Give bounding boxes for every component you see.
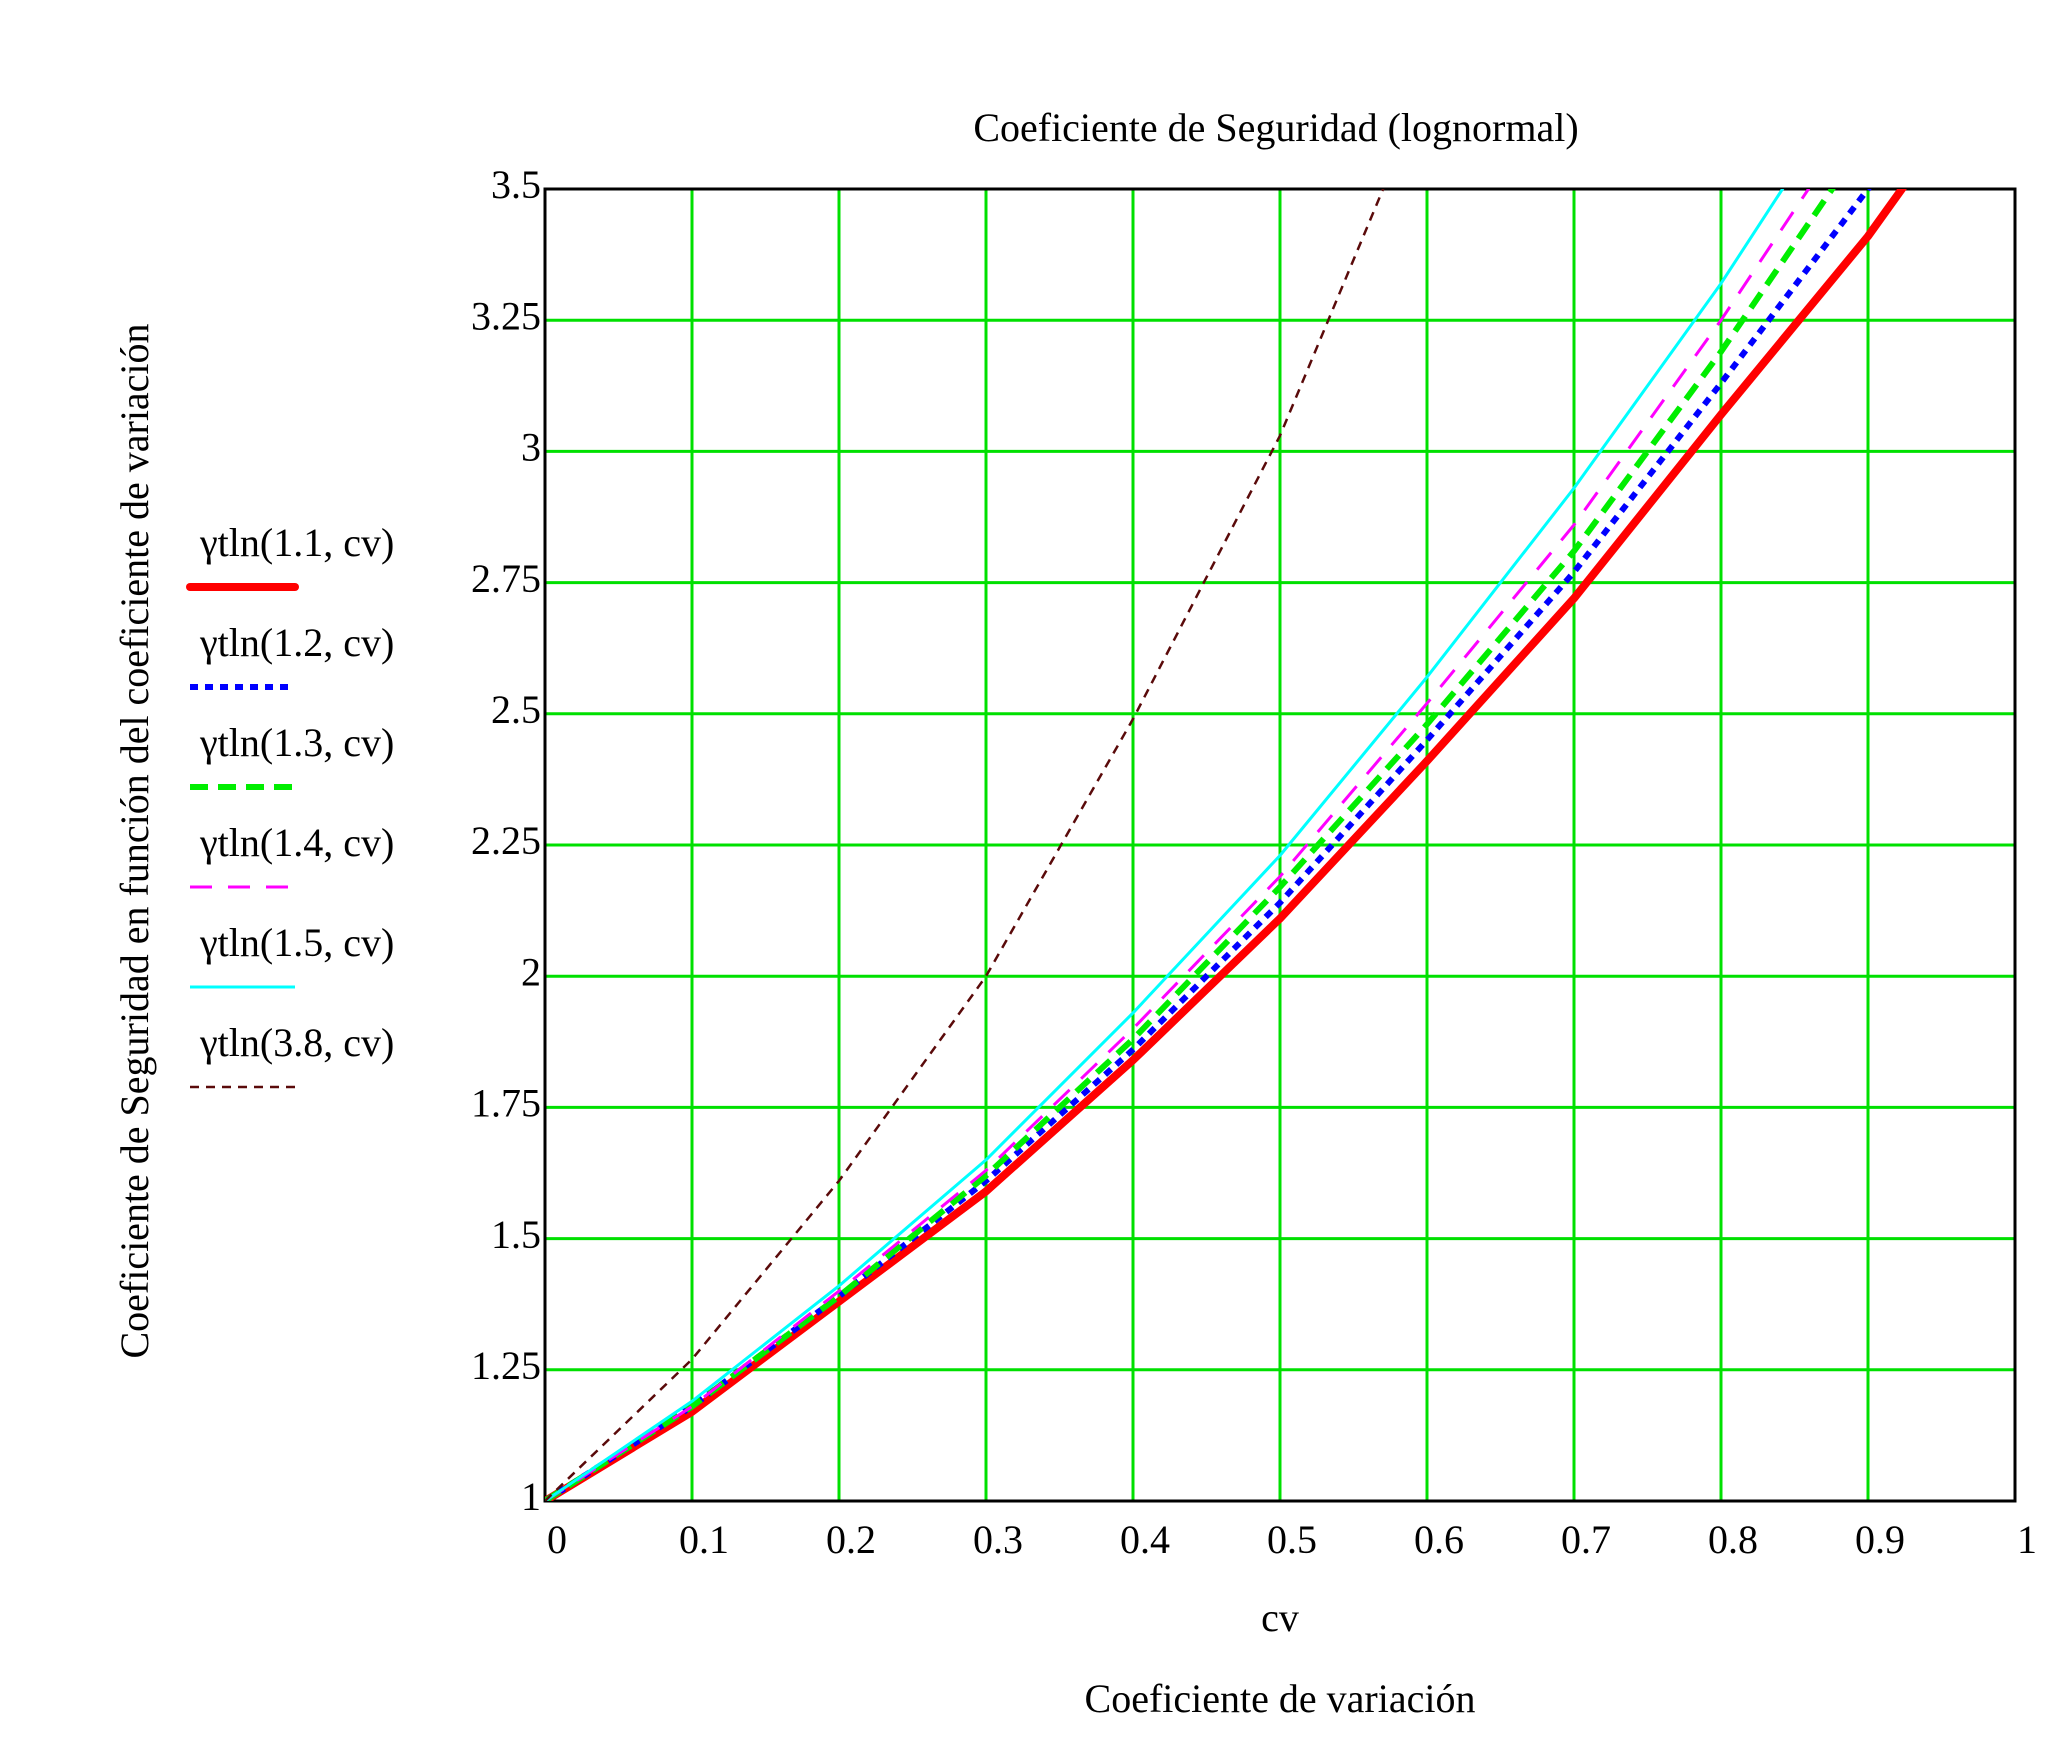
y-tick-label: 1.75 (471, 1081, 541, 1126)
y-tick-label: 2.25 (471, 818, 541, 863)
series-line (545, 189, 1385, 1501)
legend-label: γtln(3.8, cv) (199, 1020, 394, 1065)
x-tick-label: 0.3 (973, 1517, 1023, 1562)
x-tick-label: 0.4 (1120, 1517, 1170, 1562)
x-tick-label: 0.9 (1855, 1517, 1905, 1562)
x-tick-label: 0.8 (1708, 1517, 1758, 1562)
y-tick-label: 3 (521, 425, 541, 470)
y-axis-label: Coeficiente de Seguridad en función del … (112, 323, 157, 1358)
plot-frame (543, 187, 2017, 1503)
x-tick-label: 0.5 (1267, 1517, 1317, 1562)
chart-title: Coeficiente de Seguridad (lognormal) (973, 105, 1578, 150)
y-tick-label: 1.5 (491, 1212, 541, 1257)
x-tick-label: 0.1 (679, 1517, 729, 1562)
y-tick-label: 2 (521, 949, 541, 994)
y-tick-label: 2.75 (471, 556, 541, 601)
y-tick-label: 3.5 (491, 162, 541, 207)
x-tick-label: 0 (547, 1517, 567, 1562)
legend-label: γtln(1.2, cv) (199, 620, 394, 665)
y-tick-label: 1 (521, 1474, 541, 1519)
y-tick-label: 3.25 (471, 293, 541, 338)
legend-label: γtln(1.5, cv) (199, 920, 394, 965)
x-tick-label: 1 (2017, 1517, 2037, 1562)
x-axis-label: cv (1261, 1595, 1299, 1640)
plot-lines (545, 189, 1907, 1501)
series-line (545, 189, 1872, 1501)
series-line (545, 189, 1836, 1501)
x-tick-label: 0.7 (1561, 1517, 1611, 1562)
legend-label: γtln(1.4, cv) (199, 820, 394, 865)
series-line (545, 189, 1907, 1501)
x-tick-label: 0.2 (826, 1517, 876, 1562)
series-line (545, 189, 1785, 1501)
y-tick-label: 1.25 (471, 1343, 541, 1388)
y-tick-label: 2.5 (491, 687, 541, 732)
series-line (545, 189, 1811, 1501)
legend-label: γtln(1.3, cv) (199, 720, 394, 765)
x-axis-label: Coeficiente de variación (1085, 1676, 1476, 1721)
legend-label: γtln(1.1, cv) (199, 520, 394, 565)
x-tick-label: 0.6 (1414, 1517, 1464, 1562)
